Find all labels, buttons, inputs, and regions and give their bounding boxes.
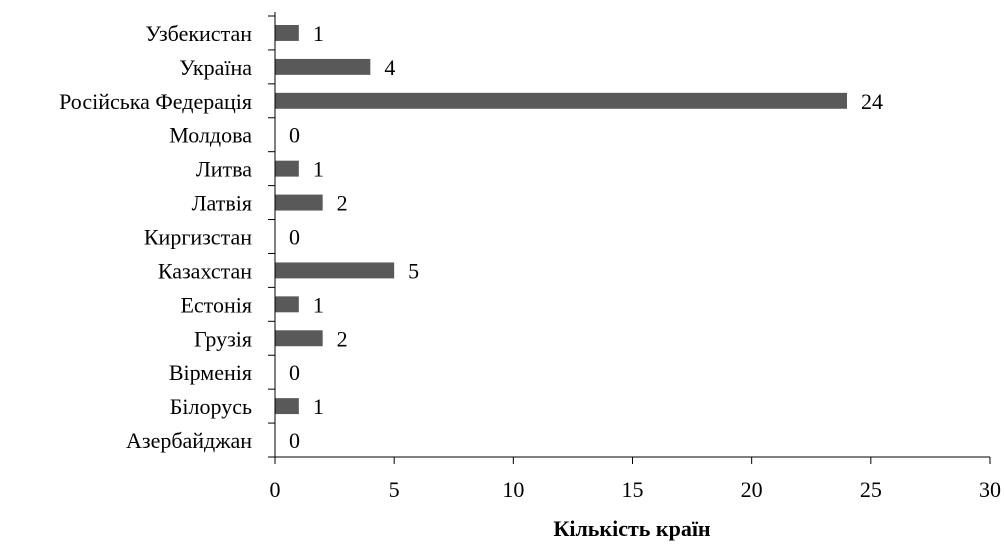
x-tick-label-2: 10 — [502, 477, 524, 502]
x-tick-labels: 0 5 10 15 20 25 30 — [270, 477, 1002, 502]
category-labels: Узбекистан Україна Російська Федерація Молд… — [59, 21, 252, 453]
data-label-9: 2 — [337, 326, 348, 351]
x-tick-label-3: 15 — [622, 477, 644, 502]
category-label-4: Литва — [196, 157, 252, 182]
bar-5 — [275, 194, 323, 211]
bars-layer — [275, 24, 847, 415]
data-label-10: 0 — [289, 360, 300, 385]
bar-4 — [275, 160, 299, 177]
axes — [268, 12, 991, 464]
data-label-4: 1 — [313, 157, 324, 182]
category-label-2: Російська Федерація — [59, 89, 252, 114]
category-label-11: Білорусь — [170, 394, 252, 419]
data-label-7: 5 — [408, 258, 419, 283]
x-tick-label-6: 30 — [979, 477, 1001, 502]
category-label-8: Естонія — [180, 292, 252, 317]
data-label-12: 0 — [289, 428, 300, 453]
category-label-9: Грузія — [194, 326, 252, 351]
data-label-1: 4 — [384, 55, 395, 80]
bar-9 — [275, 330, 323, 347]
data-label-8: 1 — [313, 292, 324, 317]
bar-8 — [275, 296, 299, 313]
bar-2 — [275, 92, 847, 109]
data-label-0: 1 — [313, 21, 324, 46]
data-label-6: 0 — [289, 225, 300, 250]
data-label-2: 24 — [861, 89, 883, 114]
category-label-10: Вірменія — [169, 360, 252, 385]
bar-11 — [275, 398, 299, 415]
category-label-7: Казахстан — [158, 258, 252, 283]
bar-1 — [275, 58, 371, 75]
x-tick-label-0: 0 — [270, 477, 281, 502]
data-label-5: 2 — [337, 191, 348, 216]
category-label-6: Киргизстан — [144, 225, 252, 250]
x-tick-label-4: 20 — [741, 477, 763, 502]
category-label-5: Латвія — [192, 191, 252, 216]
bar-7 — [275, 262, 395, 279]
category-label-12: Азербайджан — [126, 428, 252, 453]
data-label-3: 0 — [289, 123, 300, 148]
x-tick-label-5: 25 — [860, 477, 882, 502]
bar-0 — [275, 24, 299, 41]
data-label-11: 1 — [313, 394, 324, 419]
category-label-0: Узбекистан — [145, 21, 252, 46]
x-axis-title: Кількість країн — [553, 516, 711, 541]
category-label-3: Молдова — [169, 123, 252, 148]
category-label-1: Україна — [179, 55, 252, 80]
x-tick-label-1: 5 — [389, 477, 400, 502]
